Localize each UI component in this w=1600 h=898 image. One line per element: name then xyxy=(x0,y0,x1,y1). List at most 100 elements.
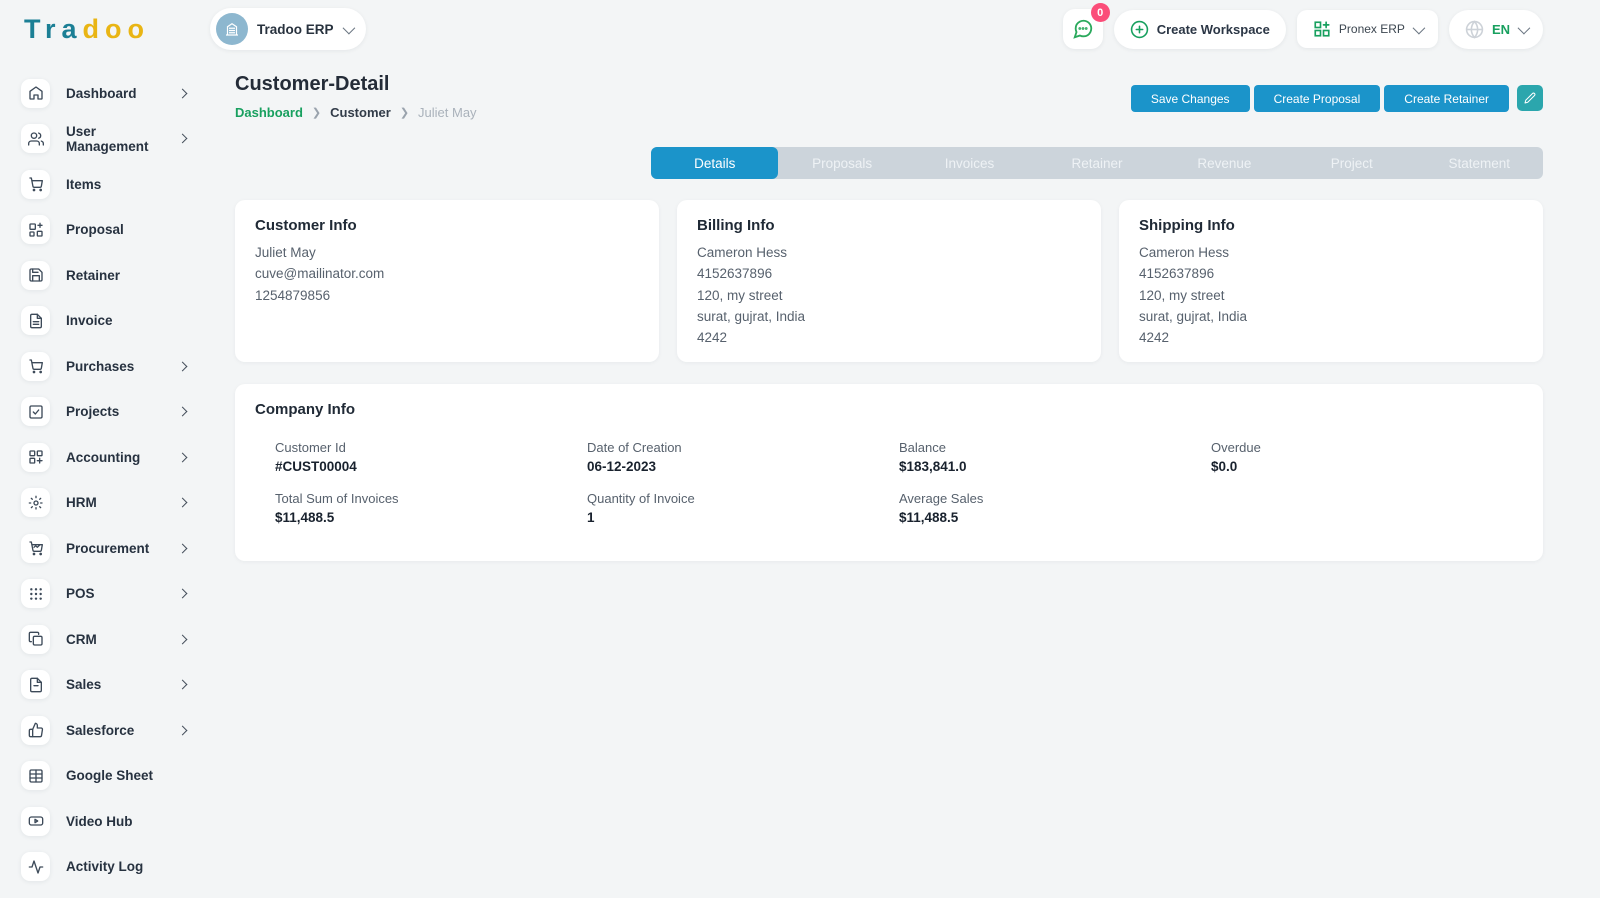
customer-phone: 1254879856 xyxy=(255,287,331,303)
edit-button[interactable] xyxy=(1517,85,1543,111)
save-changes-button[interactable]: Save Changes xyxy=(1130,85,1250,112)
table-icon xyxy=(21,761,50,790)
chevron-right-icon xyxy=(177,406,188,417)
brand-logo[interactable]: Tradoo xyxy=(0,14,210,45)
check-square-icon xyxy=(21,397,50,426)
sidebar-item-hrm[interactable]: HRM xyxy=(0,486,210,520)
breadcrumb-separator: ❯ xyxy=(399,107,410,119)
field-date-of-creation: Date of Creation 06-12-2023 xyxy=(587,440,682,474)
logo-text-yellow: doo xyxy=(82,13,151,44)
erp-selector[interactable]: Pronex ERP xyxy=(1296,10,1438,48)
purchases-cart-icon xyxy=(21,351,50,381)
detail-tabs: Details Proposals Invoices Retainer Reve… xyxy=(651,147,1543,179)
sidebar-item-proposal[interactable]: Proposal xyxy=(0,213,210,247)
field-customer-id: Customer Id #CUST00004 xyxy=(275,440,357,474)
tab-revenue[interactable]: Revenue xyxy=(1197,155,1252,171)
sidebar-item-retainer[interactable]: Retainer xyxy=(0,258,210,292)
sidebar: Dashboard User Management Items Proposal xyxy=(0,58,210,895)
page-title: Customer-Detail xyxy=(235,73,390,95)
logo-text-teal: Tra xyxy=(24,13,83,44)
sidebar-item-pos[interactable]: POS xyxy=(0,577,210,611)
workspace-selector[interactable]: Tradoo ERP xyxy=(210,8,366,50)
sidebar-item-items[interactable]: Items xyxy=(0,167,210,201)
sidebar-item-video-hub[interactable]: Video Hub xyxy=(0,804,210,838)
hrm-focus-icon xyxy=(21,488,50,517)
customer-info-card: Customer Info Juliet May cuve@mailinator… xyxy=(235,200,659,362)
sales-file-icon xyxy=(21,670,50,699)
thumbs-up-icon xyxy=(21,715,50,745)
building-icon xyxy=(226,23,238,36)
field-quantity-of-invoice: Quantity of Invoice 1 xyxy=(587,491,695,525)
chat-icon xyxy=(1072,19,1092,39)
plus-circle-icon xyxy=(1130,20,1148,38)
shipping-info-title: Shipping Info xyxy=(1139,217,1235,234)
sidebar-item-dashboard[interactable]: Dashboard xyxy=(0,76,210,110)
breadcrumb: Dashboard ❯ Customer ❯ Juliet May xyxy=(235,105,477,120)
sidebar-item-activity-log[interactable]: Activity Log xyxy=(0,850,210,884)
sidebar-item-invoice[interactable]: Invoice xyxy=(0,304,210,338)
activity-icon xyxy=(21,852,50,881)
tab-retainer[interactable]: Retainer xyxy=(1071,155,1123,171)
billing-city: surat, gujrat, India xyxy=(697,308,806,324)
chevron-right-icon xyxy=(177,588,188,599)
tab-details[interactable]: Details xyxy=(651,147,779,179)
pos-grid-dots-icon xyxy=(21,579,50,608)
language-label: EN xyxy=(1491,21,1510,37)
chevron-right-icon xyxy=(177,679,188,690)
chat-button[interactable]: 0 xyxy=(1062,3,1110,49)
chevron-right-icon xyxy=(177,725,188,735)
customer-info-title: Customer Info xyxy=(255,217,357,234)
company-info-fields: Customer Id #CUST00004 Date of Creation … xyxy=(255,440,1523,525)
workspace-name: Tradoo ERP xyxy=(257,21,334,37)
save-icon xyxy=(21,260,50,290)
breadcrumb-dashboard[interactable]: Dashboard xyxy=(235,105,303,120)
main-content: Customer-Detail Dashboard ❯ Customer ❯ J… xyxy=(210,58,1600,895)
breadcrumb-current: Juliet May xyxy=(418,105,477,120)
topbar: Tradoo Tradoo ERP 0 Create Workspace xyxy=(0,0,1600,58)
home-icon xyxy=(21,78,50,108)
tab-statement[interactable]: Statement xyxy=(1448,155,1511,171)
topbar-right: 0 Create Workspace Pronex ERP EN xyxy=(1062,3,1543,49)
field-overdue: Overdue $0.0 xyxy=(1211,440,1261,474)
create-workspace-button[interactable]: Create Workspace xyxy=(1113,9,1286,49)
breadcrumb-customer[interactable]: Customer xyxy=(330,105,391,120)
grid-plus-icon xyxy=(1314,21,1330,37)
chevron-right-icon xyxy=(177,543,188,553)
sidebar-item-procurement[interactable]: Procurement xyxy=(0,531,210,565)
create-retainer-button[interactable]: Create Retainer xyxy=(1384,85,1509,112)
sidebar-item-google-sheet[interactable]: Google Sheet xyxy=(0,759,210,793)
tab-invoices[interactable]: Invoices xyxy=(944,155,995,171)
create-proposal-button[interactable]: Create Proposal xyxy=(1253,85,1381,112)
customer-name: Juliet May xyxy=(255,245,316,260)
customer-email: cuve@mailinator.com xyxy=(255,266,385,282)
field-average-sales: Average Sales $11,488.5 xyxy=(899,491,984,525)
chevron-down-icon xyxy=(1517,21,1531,34)
language-selector[interactable]: EN xyxy=(1448,9,1543,49)
billing-phone: 4152637896 xyxy=(697,266,773,282)
field-balance: Balance $183,841.0 xyxy=(899,440,967,474)
video-icon xyxy=(21,806,50,836)
billing-zip: 4242 xyxy=(697,330,728,346)
sidebar-item-crm[interactable]: CRM xyxy=(0,622,210,656)
billing-name: Cameron Hess xyxy=(697,245,788,260)
sidebar-item-salesforce[interactable]: Salesforce xyxy=(0,713,210,747)
shipping-name: Cameron Hess xyxy=(1139,245,1230,260)
erp-selector-label: Pronex ERP xyxy=(1338,22,1405,36)
invoice-icon xyxy=(21,306,50,335)
shipping-phone: 4152637896 xyxy=(1139,266,1215,282)
company-info-title: Company Info xyxy=(255,401,355,418)
tab-proposals[interactable]: Proposals xyxy=(812,155,873,171)
chevron-right-icon xyxy=(177,88,188,98)
tab-project[interactable]: Project xyxy=(1330,155,1373,171)
breadcrumb-separator: ❯ xyxy=(311,107,322,119)
sidebar-item-sales[interactable]: Sales xyxy=(0,668,210,702)
chevron-down-icon xyxy=(342,21,355,34)
sidebar-item-user-management[interactable]: User Management xyxy=(0,122,210,156)
billing-street: 120, my street xyxy=(697,287,783,303)
workspace-avatar xyxy=(216,13,248,45)
sidebar-item-accounting[interactable]: Accounting xyxy=(0,440,210,474)
company-info-card: Company Info Customer Id #CUST00004 Date… xyxy=(235,384,1543,561)
sidebar-item-projects[interactable]: Projects xyxy=(0,395,210,429)
billing-info-card: Billing Info Cameron Hess 4152637896 120… xyxy=(677,200,1101,362)
sidebar-item-purchases[interactable]: Purchases xyxy=(0,349,210,383)
